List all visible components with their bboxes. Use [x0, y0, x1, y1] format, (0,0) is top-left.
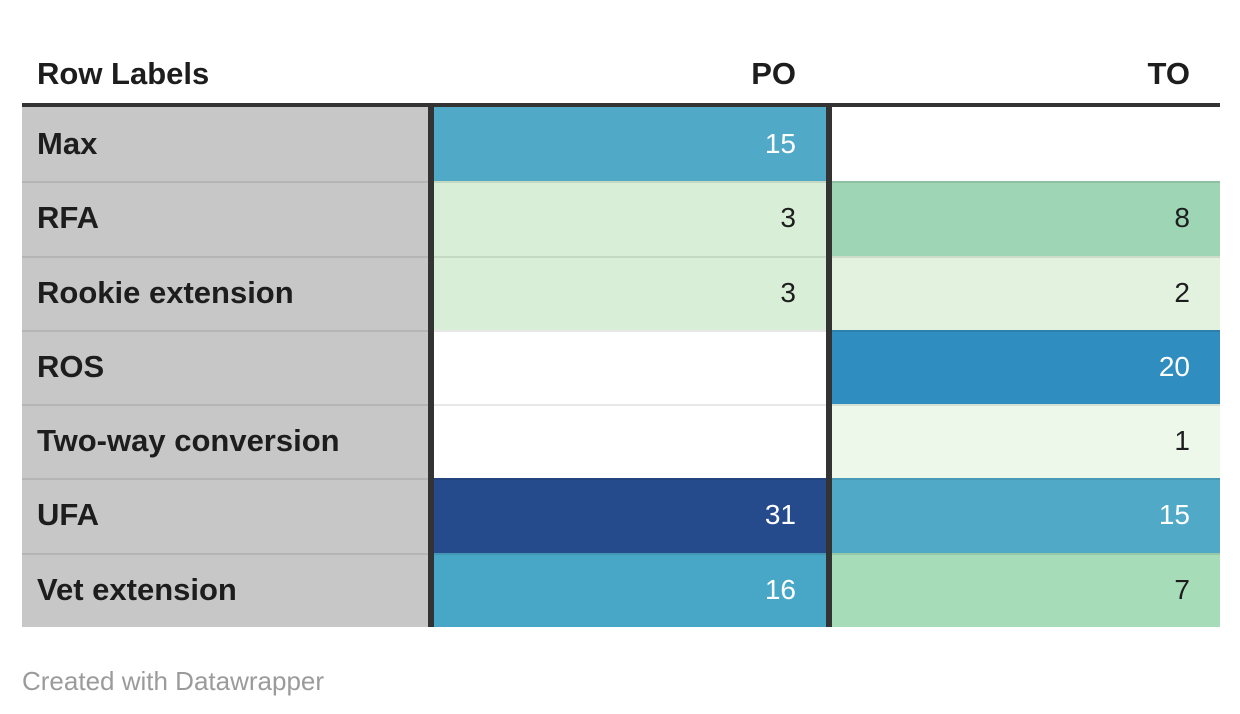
column-separator [428, 478, 434, 553]
column-separator [428, 255, 434, 330]
row-label-cell: Rookie extension [22, 255, 428, 330]
to-value-cell: 2 [832, 255, 1220, 330]
row-label-cell: ROS [22, 329, 428, 405]
row-label-cell: Two-way conversion [22, 404, 428, 479]
column-header-to: TO [1147, 56, 1191, 91]
column-separator [826, 329, 832, 405]
po-value-cell: 3 [434, 181, 826, 256]
column-separator [428, 107, 434, 182]
column-separator [826, 478, 832, 553]
datawrapper-credit: Created with Datawrapper [22, 666, 325, 696]
table-body: Max 15 RFA 3 8 Rookie extension 3 2 ROS 20 Two-way… [22, 107, 1220, 627]
row-label-cell: UFA [22, 478, 428, 553]
column-separator [826, 255, 832, 330]
column-separator [428, 404, 434, 479]
to-value-cell: 8 [832, 181, 1220, 256]
column-separator [428, 329, 434, 405]
column-header-row-labels: Row Labels [37, 56, 210, 91]
po-value-cell [434, 404, 826, 479]
to-value-cell: 15 [832, 478, 1220, 553]
column-separator [826, 552, 832, 627]
to-value-cell: 20 [832, 329, 1220, 405]
column-header-po: PO [751, 56, 796, 91]
column-separator [428, 552, 434, 627]
row-label-cell: RFA [22, 181, 428, 256]
column-separator [826, 107, 832, 182]
row-label-cell: Max [22, 107, 428, 182]
table-header-row: Row Labels PO TO [22, 0, 1220, 107]
po-value-cell: 31 [434, 478, 826, 553]
po-value-cell: 16 [434, 552, 826, 627]
column-separator [826, 181, 832, 256]
po-value-cell: 3 [434, 255, 826, 330]
to-value-cell: 7 [832, 552, 1220, 627]
to-value-cell: 1 [832, 404, 1220, 479]
po-value-cell [434, 329, 826, 405]
to-value-cell [832, 107, 1220, 182]
heatmap-table: Row Labels PO TO Max 15 RFA 3 8 Rookie extens… [22, 0, 1220, 627]
row-label-cell: Vet extension [22, 552, 428, 627]
po-value-cell: 15 [434, 107, 826, 182]
column-separator [826, 404, 832, 479]
column-separator [428, 181, 434, 256]
